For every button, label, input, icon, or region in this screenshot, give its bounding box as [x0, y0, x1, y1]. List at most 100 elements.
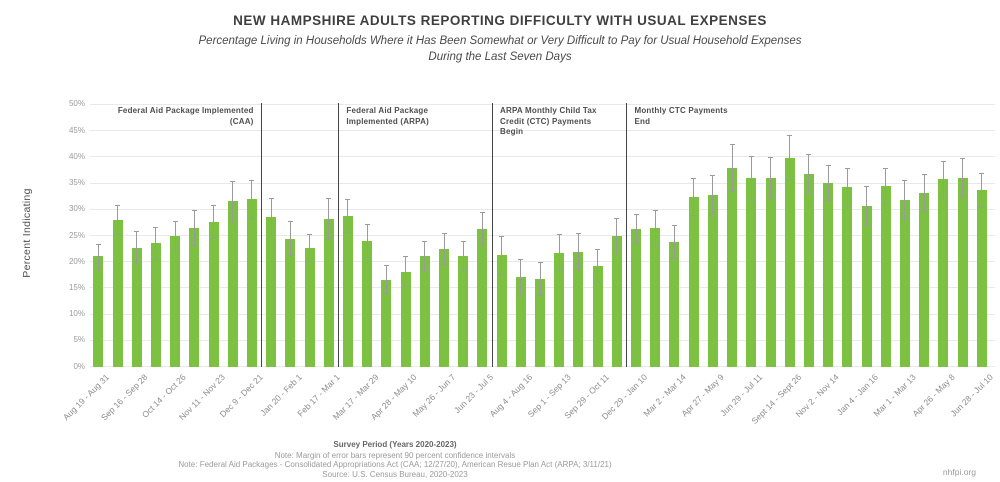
chart-subtitle-line1: Percentage Living in Households Where it… — [198, 35, 802, 47]
error-bar-top-cap — [230, 180, 236, 182]
bar — [285, 238, 296, 367]
error-bar-bottom-cap — [556, 270, 562, 272]
bar — [803, 173, 814, 367]
y-tick-label: 20% — [68, 256, 85, 266]
error-bar — [577, 233, 579, 271]
bar — [554, 252, 565, 367]
error-bar — [846, 167, 848, 207]
error-bar-top-cap — [134, 230, 140, 232]
error-bar-bottom-cap — [518, 293, 524, 295]
error-bar-bottom-cap — [134, 263, 140, 265]
error-bar-top-cap — [729, 144, 735, 146]
error-bar — [328, 198, 330, 241]
error-bar — [673, 225, 675, 259]
y-tick-label: 0% — [73, 361, 85, 371]
error-bar — [558, 234, 560, 272]
gridline — [90, 182, 995, 184]
error-bar — [712, 175, 714, 216]
error-bar-top-cap — [479, 211, 485, 213]
error-bar-top-cap — [172, 220, 178, 222]
event-annotation: ARPA Monthly Child Tax Credit (CTC) Payme… — [500, 106, 597, 138]
gridline — [90, 208, 995, 210]
source-note: Source: U.S. Census Bureau, 2020-2023 — [322, 469, 468, 479]
error-bar-top-cap — [518, 259, 524, 261]
event-annotation-line: End — [634, 116, 651, 126]
bar — [861, 206, 872, 367]
error-bar-bottom-cap — [902, 219, 908, 221]
error-bar — [808, 154, 810, 193]
error-bar — [193, 210, 195, 246]
error-bar-bottom-cap — [460, 271, 466, 273]
error-bar-bottom-cap — [326, 239, 332, 241]
error-bar-top-cap — [460, 240, 466, 242]
y-tick-label: 30% — [68, 204, 85, 214]
error-bar — [405, 256, 407, 287]
y-tick-label: 40% — [68, 151, 85, 161]
bar — [592, 265, 603, 367]
error-bar — [385, 265, 387, 294]
error-bar — [424, 240, 426, 273]
error-bar-bottom-cap — [614, 251, 620, 253]
event-line — [337, 102, 339, 367]
error-bar — [309, 233, 311, 263]
bar — [208, 221, 219, 367]
error-bar — [97, 244, 99, 269]
event-annotation-line: Credit (CTC) Payments — [500, 116, 592, 126]
error-bar — [213, 204, 215, 240]
bar — [976, 190, 987, 367]
error-bar — [270, 197, 272, 236]
bar — [131, 247, 142, 367]
error-bar-bottom-cap — [172, 249, 178, 251]
error-bar-top-cap — [249, 179, 255, 181]
error-bar-top-cap — [595, 249, 601, 251]
error-bar — [539, 262, 541, 296]
error-bar — [885, 168, 887, 204]
error-bar-bottom-cap — [787, 179, 793, 181]
error-bar — [731, 144, 733, 193]
error-bar-top-cap — [844, 167, 850, 169]
error-bar — [155, 227, 157, 260]
event-annotation: Federal Aid Package Implemented (CAA) — [118, 106, 254, 127]
error-bar-top-cap — [287, 221, 293, 223]
bar — [650, 227, 661, 367]
error-bar — [770, 156, 771, 199]
error-bar-bottom-cap — [499, 273, 505, 275]
bar — [707, 195, 718, 367]
error-bar — [501, 236, 503, 275]
error-bar — [616, 218, 618, 253]
error-bar-bottom-cap — [441, 264, 447, 266]
bar — [938, 179, 949, 367]
y-tick-label: 45% — [68, 125, 85, 135]
error-bar — [981, 173, 983, 208]
error-bar-bottom-cap — [153, 258, 159, 260]
bar — [419, 256, 430, 367]
bar — [439, 249, 449, 367]
error-bar-bottom-cap — [383, 292, 389, 294]
error-bar — [693, 178, 695, 217]
chart-subtitle-line2: During the Last Seven Days — [428, 51, 572, 63]
note-federal-aid: Note: Federal Aid Packages - Consolidate… — [178, 460, 612, 469]
error-bar-top-cap — [153, 227, 159, 229]
error-bar — [827, 164, 829, 202]
error-bar-bottom-cap — [268, 234, 274, 236]
error-bar-top-cap — [921, 173, 927, 175]
error-bar — [443, 232, 445, 266]
bar — [669, 241, 680, 367]
error-bar-bottom-cap — [211, 238, 217, 240]
error-bar — [366, 223, 368, 258]
error-bar-top-cap — [960, 158, 966, 160]
error-bar-bottom-cap — [691, 215, 697, 217]
bar — [880, 186, 891, 367]
bar — [362, 240, 373, 367]
event-annotation-line: Implemented (ARPA) — [346, 116, 429, 126]
bar — [957, 177, 968, 367]
bar — [227, 200, 238, 367]
error-bar-top-cap — [691, 178, 697, 180]
error-bar — [520, 259, 522, 295]
bar — [631, 229, 642, 367]
error-bar-bottom-cap — [979, 206, 985, 208]
error-bar-top-cap — [633, 213, 639, 215]
bar — [150, 243, 161, 367]
